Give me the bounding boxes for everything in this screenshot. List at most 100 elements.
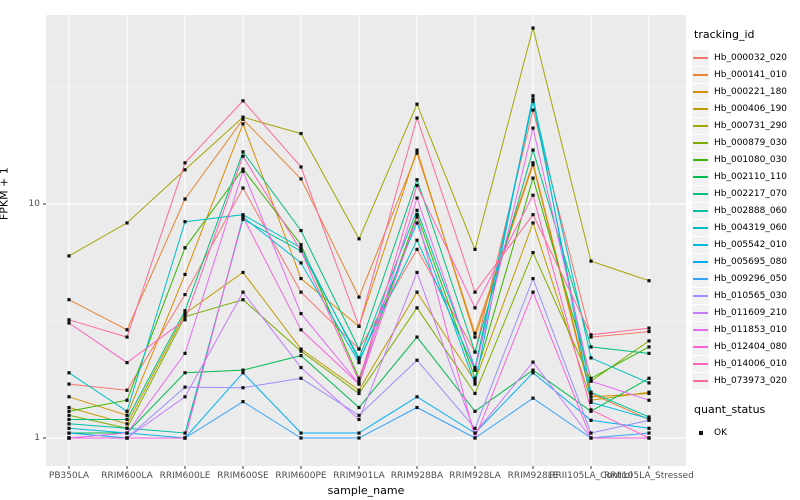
data-point-marker [531, 290, 535, 294]
data-point-marker [125, 388, 129, 392]
legend-entry: Hb_000731_290 [692, 117, 798, 134]
x-tick-label: RRIM600SE [217, 471, 269, 481]
data-point-marker [647, 326, 651, 330]
data-point-marker [67, 371, 71, 375]
legend-key [692, 49, 709, 66]
data-point-marker [647, 345, 651, 349]
legend-label: Hb_001080_030 [714, 154, 788, 165]
data-point-marker [357, 356, 361, 360]
data-point-marker [125, 422, 129, 426]
data-point-marker [589, 379, 593, 383]
data-point-marker [125, 398, 129, 402]
data-point-marker [473, 391, 477, 396]
legend-entry: Hb_011609_210 [692, 304, 798, 321]
data-point-marker [647, 339, 651, 343]
data-point-marker [357, 413, 361, 417]
data-point-marker [415, 196, 419, 200]
data-point-marker [531, 276, 535, 281]
x-tick-label: RRIM901LA [333, 471, 385, 481]
data-point-marker [647, 426, 651, 430]
data-point-marker [241, 298, 245, 302]
y-tick-label: 1 [34, 432, 40, 443]
data-point-marker [357, 405, 361, 410]
data-point-marker [647, 329, 651, 334]
data-point-marker [241, 290, 245, 294]
legend-entry: Hb_000221_180 [692, 83, 798, 100]
legend-label: Hb_000406_190 [714, 103, 788, 114]
legend-entry: Hb_002110_110 [692, 168, 798, 185]
x-tick-label: RRIM600LE [159, 471, 211, 481]
data-point-marker [67, 395, 71, 399]
legend-entry: Hb_000141_010 [692, 66, 798, 83]
data-point-marker [299, 249, 303, 253]
data-point-marker [357, 347, 361, 351]
data-point-marker [473, 376, 477, 380]
legend-label: Hb_002110_110 [714, 171, 788, 182]
data-point-marker [531, 163, 535, 167]
data-point-marker [183, 312, 187, 316]
data-point-marker [183, 318, 187, 322]
legend-key [692, 425, 709, 441]
legend-entry: Hb_005542_010 [692, 236, 798, 253]
data-point-marker [357, 417, 361, 422]
legend-entry: Hb_002217_070 [692, 185, 798, 202]
data-point-marker [183, 315, 187, 319]
data-point-marker [589, 395, 593, 399]
legend-label: Hb_000879_030 [714, 137, 788, 148]
x-tick-label: PB350LA [48, 471, 90, 481]
legend-title-tracking-id: tracking_id [694, 28, 755, 41]
data-point-marker [647, 279, 651, 283]
data-point-marker [473, 290, 477, 294]
x-tick-label: RRIM600PE [275, 471, 327, 481]
data-point-marker [647, 390, 651, 394]
data-point-marker [241, 368, 245, 372]
data-point-marker [473, 436, 477, 440]
legend-label: Hb_005542_010 [714, 239, 788, 250]
data-point-marker [183, 395, 187, 399]
data-point-marker [473, 350, 477, 354]
legend-color-line-icon [693, 294, 708, 297]
data-point-marker [647, 351, 651, 355]
data-point-marker [357, 431, 361, 435]
data-point-marker [241, 99, 245, 103]
data-point-marker [473, 426, 477, 430]
legend-entry: Hb_011853_010 [692, 321, 798, 338]
data-point-marker [589, 408, 593, 412]
data-point-marker [589, 356, 593, 360]
data-point-marker [531, 221, 535, 225]
legend-entry: Hb_073973_020 [692, 372, 798, 389]
data-point-marker [473, 382, 477, 386]
x-axis-title: sample_name [327, 484, 405, 497]
legend-key [692, 168, 709, 185]
data-point-marker [415, 306, 419, 310]
data-point-marker [299, 376, 303, 380]
data-point-marker [589, 398, 593, 402]
legend-key [692, 338, 709, 355]
data-point-marker [183, 197, 187, 201]
data-point-marker [299, 290, 303, 294]
legend-color-line-icon [693, 107, 708, 110]
legend-entry: Hb_000032_020 [692, 49, 798, 66]
legend-color-line-icon [693, 311, 708, 314]
data-point-marker [531, 213, 535, 217]
data-point-marker [183, 309, 187, 313]
data-point-marker [299, 261, 303, 265]
data-point-marker [357, 237, 361, 241]
data-point-marker [299, 349, 303, 353]
data-point-marker [67, 405, 71, 410]
data-point-marker [299, 228, 303, 233]
x-tick-label: RRII105LA_Stressed [604, 471, 694, 481]
data-point-marker [67, 321, 71, 325]
legend-quant-status-block: quant_status OK [692, 403, 798, 441]
data-point-marker [415, 148, 419, 152]
data-point-marker [473, 247, 477, 251]
legend-label: Hb_000141_010 [714, 69, 788, 80]
data-point-marker [125, 409, 129, 413]
data-point-marker [415, 247, 419, 251]
legend-key [692, 202, 709, 219]
data-point-marker [299, 312, 303, 316]
legend-entry-quant: OK [692, 424, 798, 441]
legend-color-line-icon [693, 260, 708, 263]
data-point-marker [357, 361, 361, 365]
